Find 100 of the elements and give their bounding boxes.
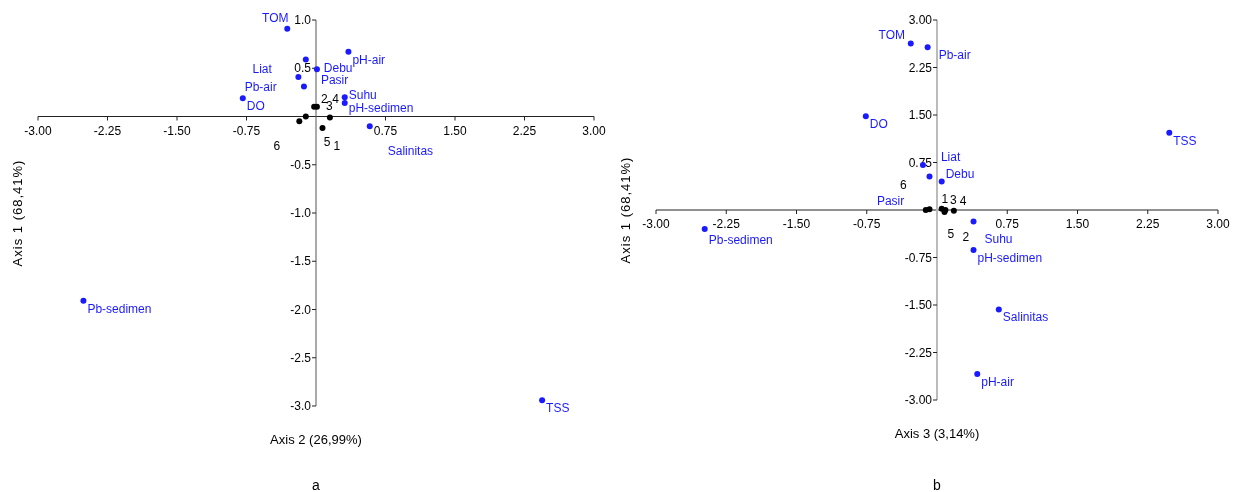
point (341, 94, 348, 101)
point (366, 123, 373, 130)
x-axis-title: Axis 3 (3,14%) (894, 426, 980, 441)
point (313, 66, 320, 73)
point (907, 40, 914, 47)
point (295, 73, 302, 80)
annotation: 3 (950, 192, 957, 207)
y-tick-label: 1.0 (294, 13, 312, 27)
text: a (312, 477, 321, 492)
point (300, 83, 307, 90)
point (302, 56, 309, 63)
x-tick-label: 2.25 (1136, 217, 1160, 231)
annotation: Debu (323, 60, 353, 75)
y-axis-title: Axis 1 (68,41%) (618, 156, 633, 264)
point (922, 207, 929, 213)
annotation: Salinitas (1002, 310, 1049, 325)
annotation: Pb-air (938, 48, 971, 63)
annotation: pH-sedimen (977, 250, 1043, 265)
point (924, 44, 931, 51)
x-tick-label: -1.50 (782, 217, 811, 231)
annotation: Pb-sedimen (87, 301, 152, 316)
y-tick-label: -1.0 (290, 206, 312, 220)
x-tick-label: 0.75 (373, 123, 398, 138)
x-tick-label: -1.50 (163, 123, 191, 138)
annotation: DO (869, 117, 888, 132)
x-tick-label: -2.25 (93, 123, 122, 138)
annotation: 6 (900, 178, 908, 192)
annotation: pH-air (981, 375, 1014, 390)
annotation: pH-sedimen (348, 101, 414, 116)
y-tick-label: 1.50 (908, 108, 933, 122)
annotation: Pb-air (244, 79, 277, 94)
text: b (933, 477, 942, 492)
point (926, 173, 933, 180)
y-tick-label: -3.0 (290, 399, 312, 413)
x-tick-label: -3.00 (642, 217, 670, 231)
point (950, 207, 957, 214)
annotation: DO (246, 99, 265, 114)
x-tick-label: -0.75 (232, 123, 261, 138)
point (995, 306, 1002, 313)
y-tick-label: -0.75 (904, 250, 933, 265)
point (80, 297, 87, 304)
y-axis-title: Axis 1 (68,41%) (10, 159, 25, 267)
x-tick-label: 0.75 (995, 217, 1020, 231)
point (970, 218, 977, 225)
y-tick-label: -1.50 (904, 298, 933, 312)
y-tick-label: 0.5 (294, 61, 312, 76)
y-tick-label: -2.25 (904, 345, 933, 360)
x-axis-title: Axis 2 (26,99%) (270, 432, 362, 447)
point (345, 48, 352, 55)
annotation: Liat (252, 61, 273, 76)
point (974, 371, 981, 378)
point (701, 226, 708, 232)
point (296, 118, 303, 125)
x-tick-label: 1.50 (1065, 217, 1090, 231)
annotation: 2 (320, 91, 328, 106)
point (319, 125, 326, 132)
annotation: Liat (940, 150, 961, 165)
y-tick-label: 2.25 (908, 60, 933, 75)
point (284, 25, 291, 32)
point (938, 178, 945, 185)
y-tick-label: 3.00 (908, 13, 933, 27)
annotation: 4 (332, 91, 340, 106)
annotation: pH-air (352, 52, 386, 67)
y-tick-label: -2.5 (290, 350, 312, 365)
annotation: Salinitas (387, 144, 434, 159)
annotation: Suhu (984, 232, 1013, 247)
point (239, 95, 246, 102)
annotation: 2 (962, 229, 970, 244)
point (341, 99, 348, 106)
point (326, 114, 333, 121)
y-tick-label: -2.0 (290, 302, 312, 317)
x-tick-label: -0.75 (853, 217, 881, 231)
annotation: 5 (947, 227, 955, 242)
point (302, 113, 309, 120)
x-tick-label: -3.00 (24, 123, 52, 138)
x-tick-label: 3.00 (1206, 217, 1230, 231)
annotation: 4 (959, 193, 967, 208)
annotation: Suhu (348, 87, 377, 102)
annotation: 6 (273, 139, 281, 154)
point (862, 113, 869, 120)
y-tick-label: -1.5 (290, 254, 312, 269)
annotation: TSS (546, 401, 570, 416)
x-tick-label: 2.25 (512, 123, 537, 138)
annotation: 1 (941, 192, 949, 206)
point (970, 246, 977, 253)
annotation: Debu (945, 166, 975, 181)
annotation: 1 (333, 139, 341, 154)
annotation: Pb-sedimen (708, 233, 773, 247)
annotation: TOM (878, 28, 906, 43)
annotation: TOM (262, 10, 289, 25)
point (539, 397, 546, 404)
point (1166, 129, 1173, 136)
y-tick-label: -0.5 (290, 157, 312, 172)
x-tick-label: 1.50 (443, 123, 467, 138)
annotation: 5 (323, 134, 331, 149)
x-tick-label: 3.00 (582, 123, 606, 138)
annotation: Pasir (320, 73, 349, 88)
y-tick-label: -3.00 (904, 393, 933, 407)
annotation: Pasir (876, 194, 905, 209)
annotation: TSS (1173, 133, 1197, 148)
